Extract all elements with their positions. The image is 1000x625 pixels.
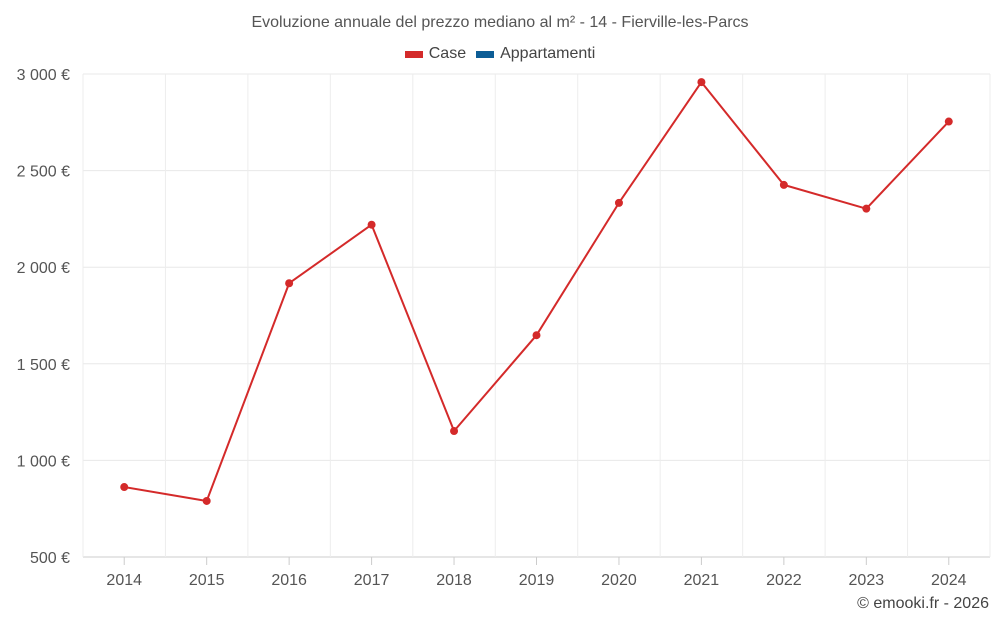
legend-label-appartamenti: Appartamenti	[500, 45, 596, 62]
data-point-case-2014	[120, 483, 129, 492]
legend-item-case[interactable]: Case	[404, 45, 467, 63]
x-tick-label: 2020	[601, 572, 637, 589]
data-point-case-2015	[202, 496, 211, 505]
x-tick-label: 2014	[106, 572, 142, 589]
copyright-credit: © emooki.fr - 2026	[857, 595, 989, 612]
x-tick-label: 2022	[766, 572, 802, 589]
legend-swatch-appartamenti	[476, 50, 495, 58]
y-tick-label: 500 €	[30, 550, 70, 567]
x-tick-label: 2017	[354, 572, 390, 589]
x-tick-label: 2015	[189, 572, 225, 589]
y-tick-label: 1 500 €	[17, 357, 70, 374]
x-tick-label: 2024	[931, 572, 967, 589]
data-point-case-2024	[944, 117, 953, 126]
data-point-case-2020	[614, 198, 623, 207]
y-tick-label: 3 000 €	[17, 67, 70, 84]
x-tick-label: 2021	[684, 572, 720, 589]
legend-label-case: Case	[428, 45, 467, 62]
data-point-case-2022	[779, 180, 788, 189]
chart-title: Evoluzione annuale del prezzo mediano al…	[251, 14, 749, 31]
x-tick-label: 2018	[436, 572, 472, 589]
data-point-case-2017	[367, 220, 376, 229]
x-tick-label: 2023	[849, 572, 885, 589]
data-point-case-2021	[697, 78, 706, 87]
data-point-case-2016	[285, 279, 294, 288]
x-tick-label: 2016	[271, 572, 307, 589]
chart-legend: Case Appartamenti	[0, 45, 1000, 63]
y-tick-label: 2 000 €	[17, 260, 70, 277]
legend-item-appartamenti[interactable]: Appartamenti	[476, 45, 595, 63]
y-tick-label: 2 500 €	[17, 164, 70, 181]
data-point-case-2019	[532, 331, 541, 340]
data-point-case-2018	[450, 427, 459, 436]
legend-swatch-case	[404, 50, 423, 58]
x-tick-label: 2019	[519, 572, 555, 589]
data-point-case-2023	[862, 204, 871, 213]
y-tick-label: 1 000 €	[17, 453, 70, 470]
